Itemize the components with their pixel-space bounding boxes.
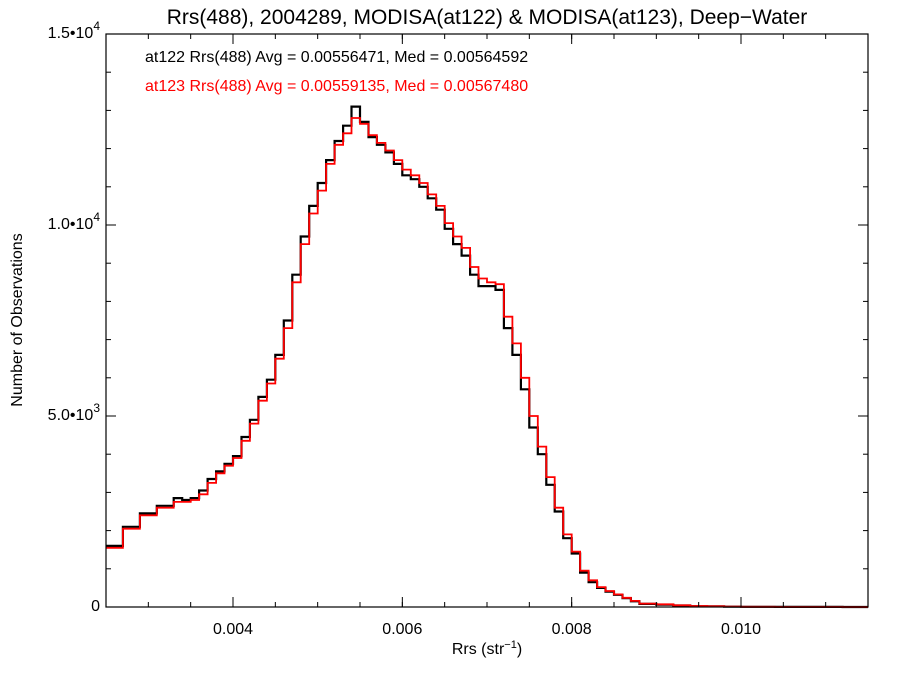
plot-frame	[105, 33, 869, 608]
x-axis-label-end: )	[517, 641, 522, 658]
y-tick-label-0: 0	[91, 598, 100, 615]
chart-title: Rrs(488), 2004289, MODISA(at122) & MODIS…	[167, 6, 808, 29]
x-tick-label-1: 0.006	[382, 621, 422, 638]
ticks-layer: 0.004 0.006 0.008 0.010 0 5.0•103 1.0•104 1.5•1…	[48, 19, 869, 638]
y-tick-label-3: 1.5•104	[48, 19, 101, 42]
series-layer	[106, 105, 868, 609]
y-axis-label: Number of Observations	[9, 233, 26, 406]
x-axis-label-text: Rrs (str	[452, 641, 505, 658]
histogram-series-1	[106, 117, 868, 608]
annotation-at122: at122 Rrs(488) Avg = 0.00556471, Med = 0…	[145, 49, 528, 66]
y-tick-label-1: 5.0•103	[48, 401, 101, 424]
x-tick-label-0: 0.004	[213, 621, 253, 638]
x-tick-label-3: 0.010	[721, 621, 761, 638]
histogram-series-0	[106, 105, 868, 609]
y-tick-label-2: 1.0•104	[48, 210, 101, 233]
x-axis-label: Rrs (str−1)	[452, 639, 522, 658]
annotation-at123: at123 Rrs(488) Avg = 0.00559135, Med = 0…	[145, 78, 528, 95]
x-axis-label-exponent: −1	[504, 639, 517, 651]
x-tick-label-2: 0.008	[552, 621, 592, 638]
